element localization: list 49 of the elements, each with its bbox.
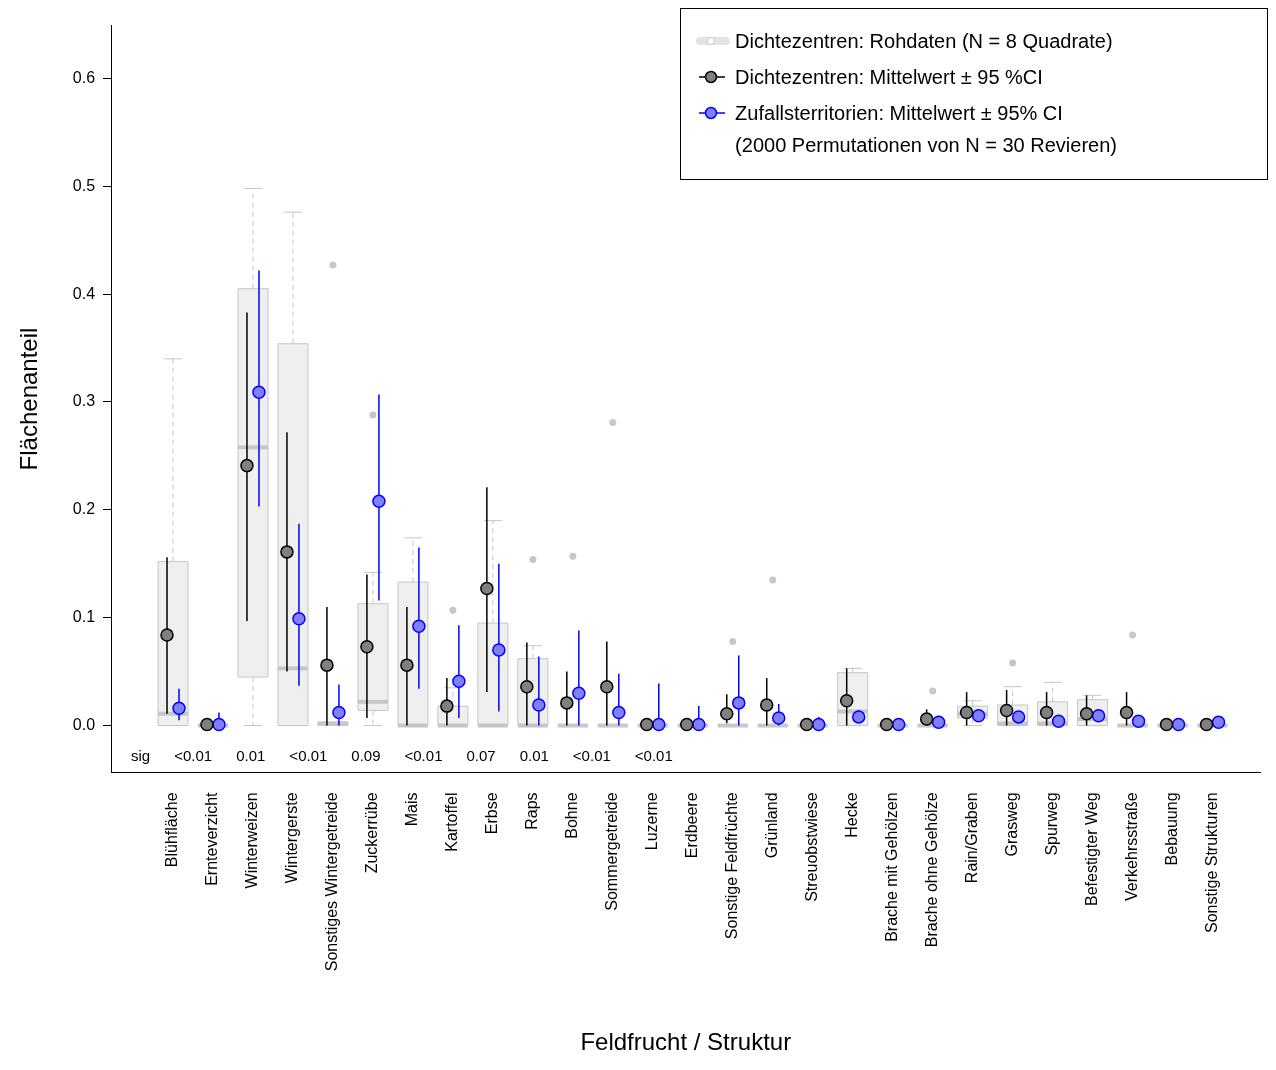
x-tick-label: Befestigter Weg — [1082, 792, 1100, 906]
x-tick-label: Bebauung — [1162, 792, 1180, 866]
annotation: <0.01 — [404, 747, 443, 765]
y-tick-label: 0.3 — [72, 392, 96, 410]
annotation: <0.01 — [174, 747, 213, 765]
y-tick-label: 0.1 — [72, 608, 96, 626]
x-tick-label: Ernteverzicht — [203, 791, 221, 886]
x-tick-label: Sonstige Strukturen — [1202, 792, 1220, 933]
annotation: <0.01 — [289, 747, 328, 765]
x-tick-label: Brache mit Gehölzen — [883, 792, 901, 942]
x-tick-label: Sonstige Feldfrüchte — [723, 792, 741, 940]
x-tick-label: Grasweg — [1003, 792, 1021, 857]
annotation: 0.01 — [236, 747, 266, 765]
annotation: 0.07 — [466, 747, 496, 765]
x-tick-label: Brache ohne Gehölze — [923, 792, 941, 948]
legend-label: Dichtezentren: Rohdaten (N = 8 Quadrate) — [735, 29, 1113, 54]
annotation: 0.01 — [519, 747, 549, 765]
y-tick-label: 0.4 — [72, 284, 96, 302]
x-tick-label: Kartoffel — [443, 792, 461, 852]
x-tick-label: Sonstiges Wintergetreide — [323, 792, 341, 972]
x-tick-label: Grünland — [763, 792, 781, 859]
x-axis-title: Feldfrucht / Struktur — [580, 1028, 792, 1056]
x-tick-label: Sommergetreide — [603, 792, 621, 911]
x-tick-label: Mais — [403, 792, 421, 827]
x-tick-label: Erbse — [483, 792, 501, 835]
x-tick-label: Spurweg — [1043, 792, 1060, 856]
y-tick-label: 0.2 — [72, 500, 96, 518]
text: sig — [131, 747, 151, 765]
legend-label: Zufallsterritorien: Mittelwert ± 95% CI (2000 Permutationen von N = 30 Revieren) — [735, 101, 1117, 158]
annotation: <0.01 — [634, 747, 673, 765]
x-tick-label: Verkehrsstraße — [1122, 792, 1140, 901]
y-tick-label: 0.6 — [72, 68, 96, 86]
x-tick-label: Wintergerste — [283, 792, 301, 884]
legend-label: Dichtezentren: Mittelwert ± 95 %CI — [735, 65, 1043, 90]
x-tick-label: Hecke — [843, 792, 861, 838]
y-axis-title: Flächenanteil — [15, 327, 43, 471]
x-tick-label: Bohne — [563, 792, 581, 839]
y-tick-label: 0.5 — [72, 176, 96, 194]
annotation: 0.09 — [351, 747, 381, 765]
x-tick-label: Rain/Graben — [963, 792, 981, 884]
annotation: <0.01 — [572, 747, 611, 765]
x-tick-label: Erdbeere — [683, 792, 701, 859]
x-tick-label: Luzerne — [643, 792, 661, 851]
y-tick-label: 0.0 — [72, 715, 96, 733]
x-tick-label: Streuobstwiese — [803, 792, 821, 902]
x-tick-label: Winterweizen — [243, 792, 261, 889]
x-tick-label: Blühfläche — [163, 792, 181, 868]
x-tick-label: Zuckerrübe — [363, 792, 381, 874]
x-tick-label: Raps — [523, 792, 541, 830]
